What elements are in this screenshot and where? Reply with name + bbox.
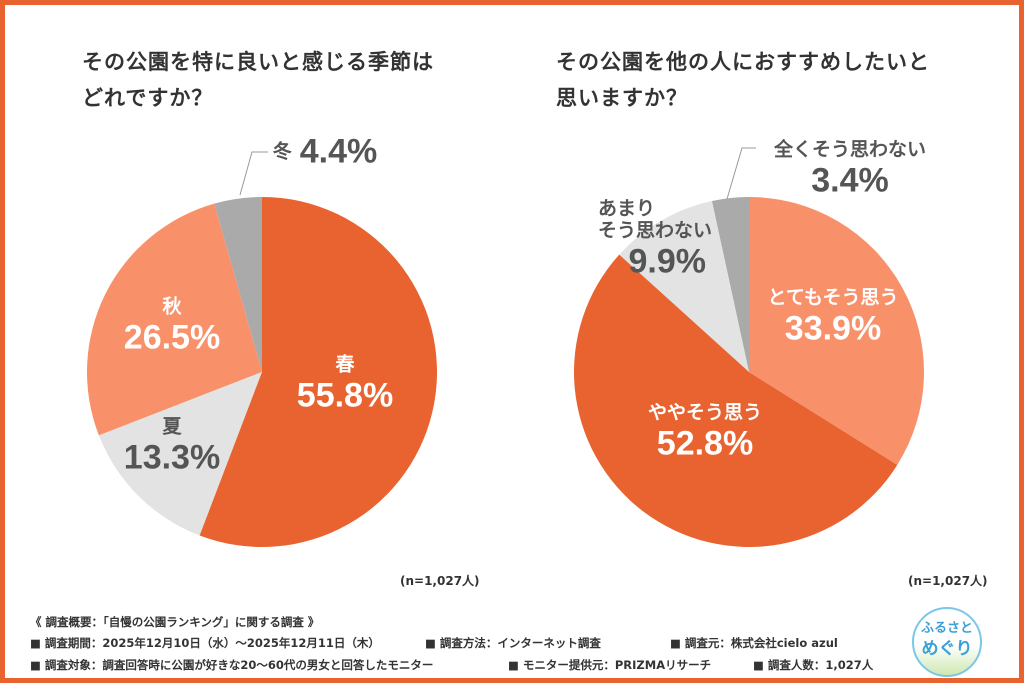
label-spring: 春 55.8% xyxy=(296,353,394,415)
label-not-at-all: 全くそう思わない 3.4% xyxy=(773,138,927,200)
survey-heading: 《 調査概要：「自慢の公園ランキング」に関する調査 》 xyxy=(30,615,320,629)
sample-size-1: (n=1,027人) xyxy=(400,574,480,588)
label-summer: 夏 13.3% xyxy=(123,415,221,477)
furusato-meguri-logo: ふるさと めぐり xyxy=(912,607,982,677)
survey-row2: ■ 調査対象：調査回答時に公園が好きな20～60代の男女と回答したモニター ■ モ… xyxy=(30,658,874,672)
chart2-title: その公園を他の人におすすめしたいと 思いますか？ xyxy=(556,50,930,110)
pie2-slice-1 xyxy=(574,254,898,548)
pie2-slice-2 xyxy=(619,200,749,372)
pie1-slice-3 xyxy=(214,197,262,372)
leader-line-winter xyxy=(239,151,268,196)
label-somewhat: ややそう思う 52.8% xyxy=(647,401,763,463)
sample-size-2: (n=1,027人) xyxy=(908,574,988,588)
pie2-slice-3 xyxy=(711,197,749,372)
label-very-much: とてもそう思う 33.9% xyxy=(767,286,899,348)
label-autumn: 秋 26.5% xyxy=(123,295,221,357)
pie2-slice-0 xyxy=(749,197,924,465)
pie1-slice-0 xyxy=(199,197,438,547)
chart1-title: その公園を特に良いと感じる季節は どれですか？ xyxy=(82,50,434,110)
pie1-slice-2 xyxy=(87,203,263,436)
leader-line-not-at-all xyxy=(726,147,756,200)
label-winter: 冬 4.4% xyxy=(272,132,378,171)
pie1-slice-1 xyxy=(98,372,262,536)
label-not-much: あまり そう思わない 9.9% xyxy=(597,197,713,281)
survey-row1: ■ 調査期間：2025年12月10日（水）～2025年12月11日（木） ■ 調査… xyxy=(30,636,838,650)
